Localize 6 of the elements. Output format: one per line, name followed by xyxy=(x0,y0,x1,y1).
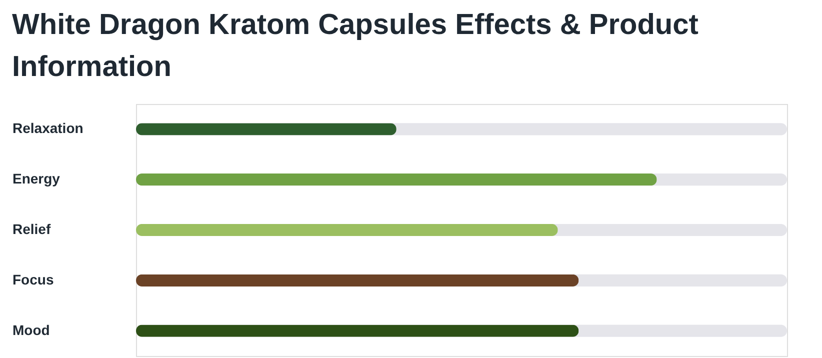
y-tick-label: Relaxation xyxy=(12,120,84,136)
y-tick-label: Energy xyxy=(12,170,60,187)
y-tick-label: Mood xyxy=(12,322,50,338)
y-tick-label: Focus xyxy=(12,271,54,288)
chart-title: White Dragon Kratom Capsules Effects & Product Information xyxy=(12,9,699,83)
y-tick-label: Relief xyxy=(12,221,51,237)
